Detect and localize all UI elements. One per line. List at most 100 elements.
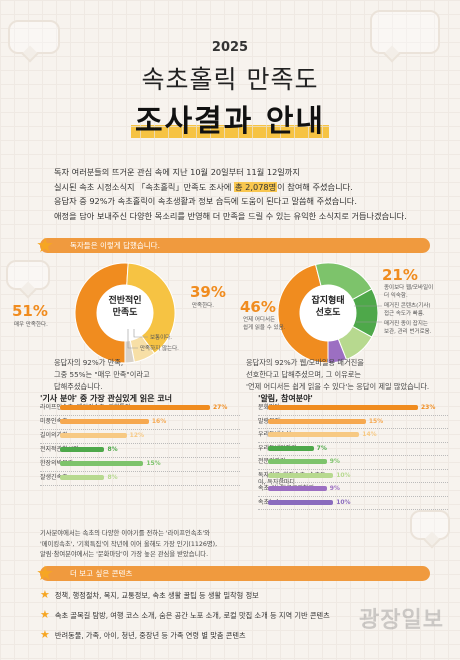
preference-chart-label: 잡지형태 선호도 [298,295,358,319]
note-line: 보관, 관리 번거로움. [384,329,432,335]
bar [60,461,144,466]
bar [268,499,334,505]
label-line: 종이보다 웹/모바일이 [384,285,434,291]
intro-line: 독자 여러분들의 뜨거운 관심 속에 지난 10월 20일부터 11월 12일까… [54,167,300,177]
star-icon: ★ [36,233,54,257]
satisfied-label: 만족한다. [192,303,214,309]
summary-line: 알림·참여분야에서는 '문화마당'이 가장 높은 관심을 받았습니다. [40,551,209,558]
notice-section-heading: '알림, 참여분야' [258,394,313,403]
normal-label: 보통이다. [150,335,172,341]
note-line: 매거진 콘텐츠(기사) [384,303,431,309]
bar-row: 미풍인속초 16% [40,418,240,430]
bar-value-label: 16% [151,418,167,425]
summary-line: '언제 어디서든 쉽게 읽을 수 있다'는 응답이 제일 많았습니다. [246,382,430,391]
wanted-content-item: ★ 반려동물, 가족, 아이, 청년, 중장년 등 가족 연령 별 맞춤 콘텐츠 [40,628,246,641]
star-icon: ★ [40,628,50,641]
bar [60,475,105,480]
bar-value-label: 15% [368,417,384,425]
satisfaction-summary: 응답자의 92%가 만족, 그중 55%는 "매우 만족"이라고 답해주셨습니다… [54,357,214,393]
chart-label-line: 잡지형태 [311,296,345,306]
storage-note: 매거진 종이 잡지는 보관, 관리 번거로움. [384,320,431,336]
star-icon: ★ [40,608,50,621]
summary-line: 답해주셨습니다. [54,382,103,391]
bar-row: 말랑복지15% [258,418,448,430]
bar-row: 한장의박물관 15% [40,460,240,472]
satisfaction-donut-chart [74,262,176,364]
mobile-label: 종이보다 웹/모바일이 더 익숙함. [384,284,433,300]
star-icon: ★ [40,588,50,601]
label-line: 더 익숙함. [384,293,408,299]
intro-line: 실시된 속초 시정소식지 「속초홀릭」만족도 조사에 총 2,078명이 참여해… [54,180,424,195]
star-icon: ★ [36,561,54,585]
bar-value-label: 15% [146,460,161,467]
summary-line: 그중 55%는 "매우 만족"이라고 [54,370,150,379]
row-divider [258,428,448,429]
bar-category-label: 미풍인속초 [40,418,68,425]
donut-hole [300,285,356,341]
bar-category-label: 전지적관찰시점 [40,446,135,453]
row-divider [40,457,240,458]
row-divider [258,468,448,470]
bar [268,472,334,478]
row-divider [258,455,448,456]
bar-row: 속초 쉬! 다른그림찾기9% [258,485,448,497]
donut-hole [97,285,153,341]
row-divider [258,482,448,483]
row-divider [40,471,240,472]
preference-summary: 응답자의 92%가 웹/모바일용 매거진을 선호한다고 답해주셨으며, 그 이유… [246,357,456,393]
speech-bubble-icon [410,510,450,540]
summary-line: '메이킹속초', '기획특집'이 작년에 이어 올해도 가장 인기(1126명)… [40,540,218,548]
bar [268,405,418,410]
bar-row: 전문가칼럼9% [258,458,448,470]
mobile-percent: 21% [382,266,418,284]
item-text: 반려동물, 가족, 아이, 청년, 중장년 등 가족 연령 별 맞춤 콘텐츠 [54,631,246,640]
bar-row: 우리동네소식14% [258,431,448,443]
notice-bar-chart: 문화마당23%말랑복지15%우리동네소식14%우리동네일자리7%전문가칼럼9%독… [258,398,448,533]
paper-percent: 46% [240,298,276,316]
summary-line: 응답자의 92%가 만족, [54,358,124,367]
unsatisfied-label: 만족하지 않는다. [140,346,179,352]
bar [60,447,105,452]
bar-value-label: 9% [329,458,340,465]
bar-row: 잘생긴속초 8% [40,474,240,486]
row-divider [40,485,240,486]
very-satisfied-percent: 51% [12,302,48,320]
section-header-responses: ★ 독자들은 이렇게 답했습니다. [36,234,430,256]
bar-value-label: 10% [336,471,351,479]
row-divider [258,414,448,416]
intro-line: 응답자 중 92%가 속초홀릭이 속초생활과 정보 습득에 도움이 된다고 말씀… [54,196,357,206]
publisher-watermark: 광장일보 [359,608,444,633]
paper-label: 언제 어디서든 쉽게 읽을 수 있음. [243,316,285,332]
format-preference-donut-chart [277,262,379,364]
row-divider [40,429,240,430]
wanted-content-item: ★ 속초 골목길 탐방, 여행 코스 소개, 숨은 공간 노포 소개, 로컬 맛집… [40,608,330,621]
bar-value-label: 8% [107,446,118,453]
page-subtitle: 조사결과 안내 [130,96,330,140]
section-header-wanted-content: ★ 더 보고 싶은 콘텐츠 [36,562,430,584]
bar [268,459,327,464]
speech-bubble-icon [8,20,60,54]
label-line: 쉽게 읽을 수 있음. [243,325,286,331]
bar-value-label: 10% [336,498,351,506]
intro-paragraph: 독자 여러분들의 뜨거운 관심 속에 지난 10월 20일부터 11월 12일까… [54,165,424,223]
bar [60,419,149,424]
bar-value-label: 9% [329,485,340,492]
summary-line: 응답자의 92%가 웹/모바일용 매거진을 [246,358,364,367]
section-title: 독자들은 이렇게 답했습니다. [70,241,160,250]
section-title: 더 보고 싶은 콘텐츠 [70,569,133,578]
bar-category-label: 잘생긴속초 [40,474,68,481]
summary-line: 선호한다고 답해주셨으며, 그 이유로는 [246,370,361,379]
leader-lines [127,329,148,349]
bar-row: 속초뉴스10% [258,499,448,511]
bar [268,418,366,424]
participant-count-highlight: 총 2,078명 [234,181,278,192]
row-divider [40,443,240,444]
row-divider [258,509,448,510]
bar-category-label: 한장의박물관 [40,460,74,467]
note-line: 접근 속도가 빠름. [384,311,425,317]
intro-text: 실시된 속초 시정소식지 「속초홀릭」만족도 조사에 [54,181,235,192]
article-section-heading: '기사 분야' 중 가장 관심있게 읽은 코너 [40,394,173,403]
leader-lines [354,305,382,323]
